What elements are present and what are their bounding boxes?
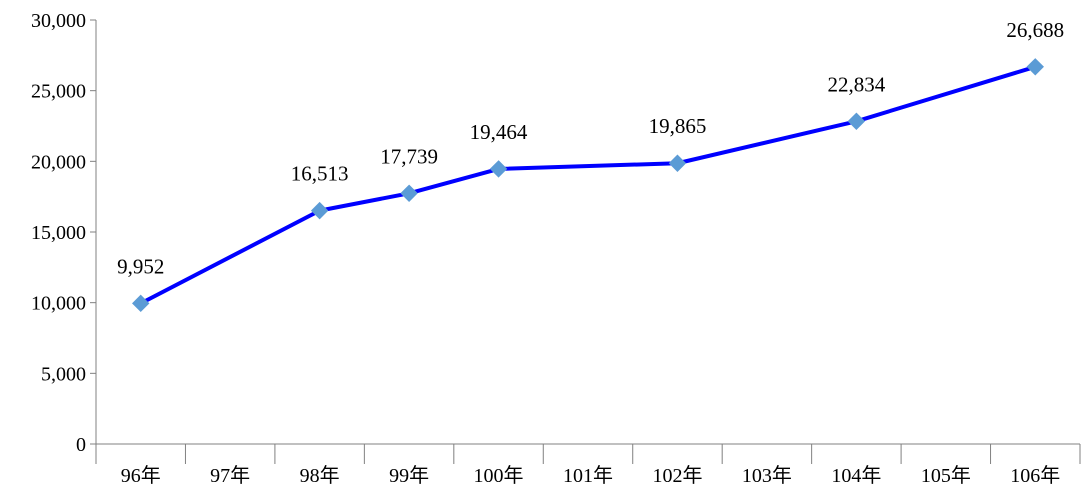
data-label: 22,834 — [827, 72, 885, 96]
y-tick-label: 25,000 — [31, 81, 86, 103]
data-label: 9,952 — [117, 254, 164, 278]
y-tick-label: 30,000 — [31, 10, 86, 32]
x-tick-label: 96年 — [121, 464, 161, 487]
series-line — [139, 64, 1036, 306]
data-point-marker — [132, 294, 150, 313]
x-tick-label: 97年 — [210, 464, 250, 487]
y-axis: 0 5,000 10,000 15,000 20,000 25,000 30,000 — [31, 10, 97, 456]
data-label: 19,464 — [470, 120, 528, 144]
x-tick-label: 104年 — [831, 464, 881, 487]
y-tick-label: 0 — [76, 434, 86, 456]
series-group — [132, 58, 1044, 313]
data-point-marker — [400, 184, 418, 202]
x-tick-label: 102年 — [652, 464, 702, 487]
data-point-marker — [668, 154, 687, 172]
y-tick-label: 10,000 — [31, 293, 86, 315]
data-label: 26,688 — [1006, 18, 1064, 42]
x-tick-label: 98年 — [300, 464, 340, 487]
x-tick-label: 101年 — [563, 464, 613, 487]
x-axis: 96年 97年 98年 99年 100年 101年 102年 103年 104年 105年 106年 — [95, 443, 1081, 487]
data-point-marker — [847, 112, 866, 130]
data-point-marker — [1026, 58, 1044, 76]
x-tick-label: 103年 — [742, 464, 792, 487]
y-tick-label: 15,000 — [31, 222, 86, 244]
data-point-marker — [489, 160, 508, 178]
x-tick-label: 106年 — [1010, 464, 1060, 487]
x-tick-label: 105年 — [921, 464, 971, 487]
data-label: 19,865 — [649, 114, 707, 138]
x-tick-label: 99年 — [389, 464, 429, 487]
data-label: 16,513 — [291, 162, 349, 186]
data-label: 17,739 — [380, 144, 438, 168]
data-point-marker — [310, 201, 329, 220]
y-tick-label: 20,000 — [31, 151, 86, 173]
y-tick-label: 5,000 — [41, 363, 86, 385]
x-tick-label: 100年 — [474, 464, 524, 487]
data-labels-group: 9,952 16,513 17,739 19,464 19,865 22,834 26,68… — [117, 18, 1064, 279]
